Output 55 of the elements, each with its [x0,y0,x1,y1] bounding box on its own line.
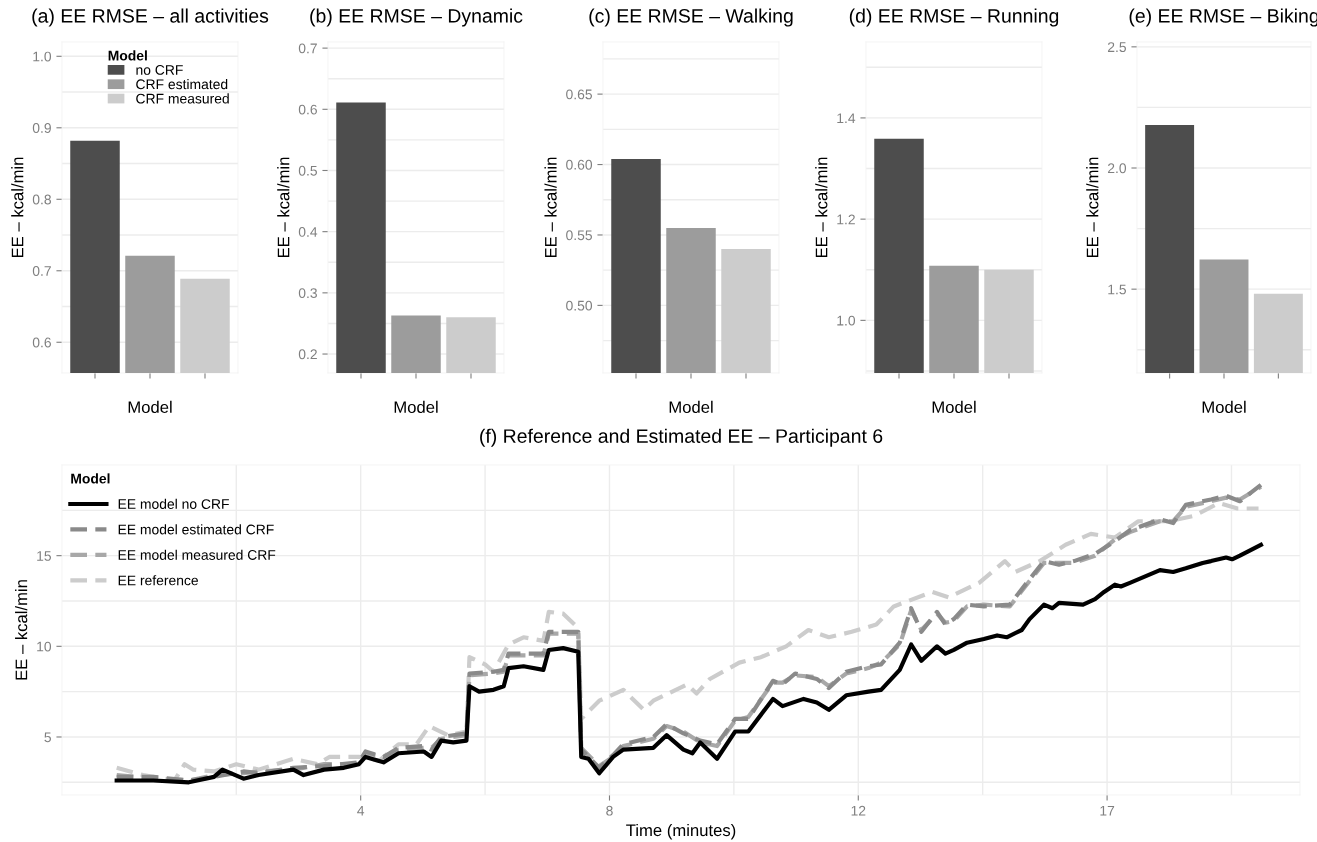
y-tick-label: 0.4 [298,227,318,237]
y-tick-label: 0.7 [32,266,51,276]
y-tick-label: 1.5 [1108,284,1126,295]
y-tick-label: 0.5 [298,165,317,176]
legend-label: EE model estimated CRF [118,524,274,535]
chart-title: (c) EE RMSE – Walking [589,8,793,27]
x-axis-title: Model [932,400,976,414]
y-tick-label: 1.4 [837,113,856,123]
legend-label: EE reference [118,575,198,586]
legend-label: no CRF [136,65,183,75]
legend-label: CRF measured [136,93,229,104]
y-axis-title: EE – kcal/min [11,157,24,258]
y-tick-label: 0.6 [298,104,317,115]
y-tick-label: 5 [44,732,51,743]
y-tick-label: 0.60 [566,159,593,170]
x-tick-label: 17 [1100,805,1115,816]
y-tick-label: 0.3 [298,288,317,299]
y-tick-label: 0.65 [566,89,592,100]
legend-title: Model [108,50,147,61]
y-axis-title: EE – kcal/min [15,580,28,680]
legend-label: EE model no CRF [118,498,229,509]
y-tick-label: 1.0 [837,315,856,326]
chart-title: (f) Reference and Estimated EE – Participant 6 [480,428,883,447]
y-tick-label: 1.0 [33,51,52,62]
y-tick-label: 0.55 [566,230,592,241]
line-series [114,542,1264,785]
chart-title: (d) EE RMSE – Running [849,8,1059,27]
y-tick-label: 0.7 [298,43,317,54]
y-tick-label: 2.5 [1107,42,1126,53]
x-axis-title: Time (minutes) [626,823,736,840]
y-tick-label: 0.2 [298,349,317,360]
x-tick-label: 12 [851,805,866,816]
y-tick-label: 0.6 [32,337,51,348]
x-axis-title: Model [128,400,172,414]
y-tick-label: 2.0 [1107,163,1127,174]
legend-label: CRF estimated [136,79,228,90]
x-tick-label: 8 [606,805,613,816]
y-tick-label: 0.50 [566,300,593,311]
y-tick-label: 0.9 [32,123,51,133]
y-axis-title: EE – kcal/min [544,157,557,258]
x-axis-title: Model [1202,400,1246,414]
y-tick-label: 1.2 [837,214,855,225]
y-axis-title: EE – kcal/min [1086,157,1099,258]
legend-title: Model [71,473,110,484]
y-axis-title: EE – kcal/min [277,157,290,258]
x-axis-title: Model [669,400,713,414]
y-tick-label: 10 [37,641,52,652]
chart-title: (a) EE RMSE – all activities [32,8,269,27]
y-tick-label: 0.8 [32,194,51,205]
x-tick-label: 4 [357,805,365,816]
y-tick-label: 15 [37,551,51,561]
legend-label: EE model measured CRF [118,549,276,560]
chart-title: (b) EE RMSE – Dynamic [310,8,523,27]
x-axis-title: Model [394,400,438,414]
y-axis-title: EE – kcal/min [815,157,828,258]
